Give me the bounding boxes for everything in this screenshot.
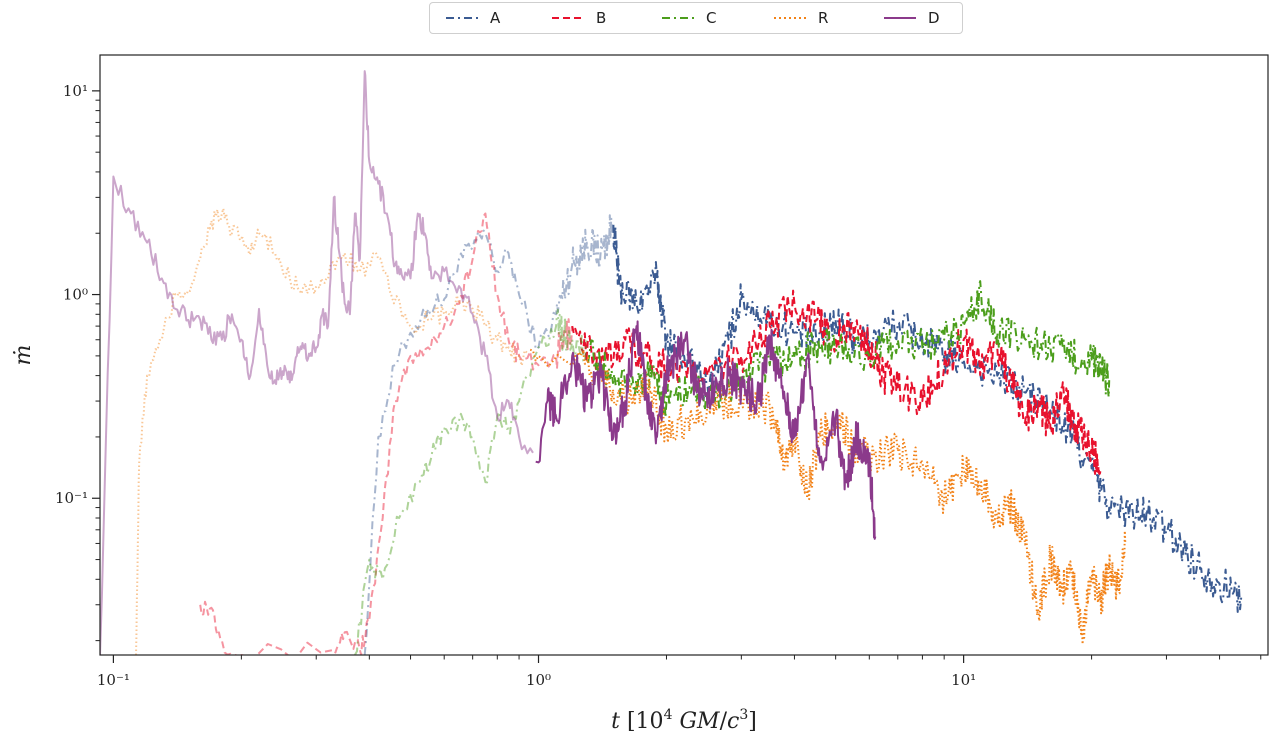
y-tick-label: 10¹ (63, 82, 88, 100)
series-c-line (587, 280, 1111, 419)
series-layer (100, 70, 1243, 655)
y-tick-label: 10⁰ (63, 286, 88, 304)
y-axis: 10⁻¹ 10⁰ 10¹ (55, 82, 100, 642)
x-axis-label: t [104 GM/c3] (611, 707, 757, 734)
legend-label-a: A (490, 9, 501, 27)
legend-item-d: D (882, 3, 940, 33)
legend-swatch-a (446, 17, 478, 19)
series-d-line (535, 320, 877, 540)
y-axis-label: ṁ (11, 345, 36, 366)
legend-item-r: R (772, 3, 828, 33)
series-r-line (529, 348, 1127, 646)
y-tick-label: 10⁻¹ (55, 489, 88, 507)
x-axis: 10⁻¹ 10⁰ 10¹ (97, 655, 1262, 689)
legend-item-c: C (660, 3, 716, 33)
legend-label-c: C (706, 9, 717, 27)
series-a-line (612, 224, 1243, 613)
legend-swatch-d (884, 17, 916, 19)
plot-area-frame (99, 54, 1269, 656)
series-r-early-line (135, 207, 529, 655)
legend-item-b: B (550, 3, 606, 33)
series-a-early-line (363, 214, 615, 655)
legend-swatch-b (552, 17, 584, 19)
legend-swatch-c (662, 17, 694, 19)
series-b-line (571, 289, 1102, 475)
x-tick-label: 10⁰ (526, 671, 551, 689)
legend-label-b: B (596, 9, 607, 27)
legend-label-r: R (818, 9, 829, 27)
legend-swatch-r (774, 17, 806, 19)
legend: A B C R D (429, 2, 963, 34)
series-c-early-line (354, 308, 588, 655)
legend-item-a: A (444, 3, 500, 33)
series-b-early-line (199, 212, 574, 655)
legend-label-d: D (928, 9, 940, 27)
x-tick-label: 10⁻¹ (97, 671, 130, 689)
x-tick-label: 10¹ (951, 671, 976, 689)
series-d-early-line (100, 70, 534, 655)
